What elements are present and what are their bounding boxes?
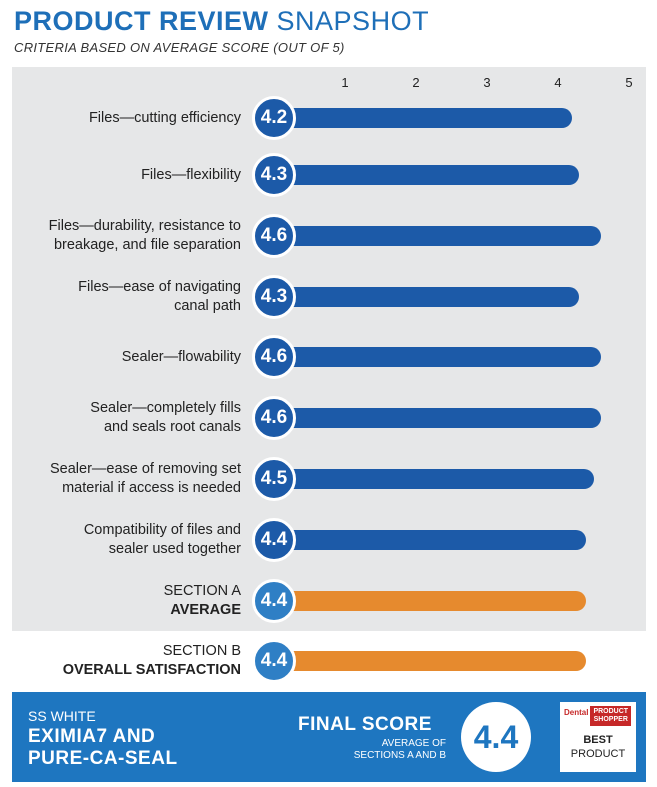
score-value-badge: 4.3 <box>252 153 296 197</box>
logo-best: BEST <box>583 734 613 746</box>
category-label-line: canal path <box>174 298 241 314</box>
category-label: Files—durability, resistance to breakage,… <box>5 217 241 255</box>
category-label-line: Sealer—completely fills <box>90 400 241 416</box>
score-bar <box>274 469 594 489</box>
x-tick-label: 1 <box>341 75 349 90</box>
category-label: Sealer—flowability <box>5 348 241 367</box>
logo-product-shopper: PRODUCT SHOPPER <box>590 706 632 726</box>
category-label-line: Files—cutting efficiency <box>88 109 241 126</box>
score-value-badge: 4.4 <box>252 518 296 562</box>
x-tick-label: 3 <box>483 75 491 90</box>
page-subtitle: CRITERIA BASED ON AVERAGE SCORE (OUT OF … <box>14 40 345 55</box>
score-bar <box>274 408 601 428</box>
best-product-logo: Dental PRODUCT SHOPPER BEST PRODUCT <box>560 702 636 772</box>
logo-product-shopper-line-2: SHOPPER <box>593 716 628 723</box>
score-bar <box>274 651 587 671</box>
score-value-badge: 4.6 <box>252 214 296 258</box>
x-tick-label: 5 <box>625 75 633 90</box>
score-bar <box>274 108 573 128</box>
category-label-line: SECTION B <box>162 643 241 659</box>
category-label: Files—cutting efficiency <box>5 109 241 128</box>
x-tick-label: 2 <box>412 75 420 90</box>
product-name-line-2: PURE-CA-SEAL <box>28 748 178 769</box>
score-bar <box>274 165 580 185</box>
category-label: SECTION B OVERALL SATISFACTION <box>5 642 241 680</box>
title-light: SNAPSHOT <box>276 6 430 36</box>
score-bar <box>274 530 587 550</box>
score-value-badge: 4.6 <box>252 396 296 440</box>
page-title: PRODUCT REVIEW SNAPSHOT <box>14 6 429 37</box>
category-label: Sealer—completely fills and seals root ca… <box>5 399 241 437</box>
product-name-line-1: EXIMIA7 AND <box>28 726 156 747</box>
final-score-value: 4.4 <box>461 702 531 772</box>
score-bar <box>274 226 601 246</box>
category-label-line: Files—durability, resistance to <box>48 218 241 234</box>
score-value-badge: 4.2 <box>252 96 296 140</box>
brand-name: SS WHITE <box>28 708 96 724</box>
category-label-line: sealer used together <box>108 541 241 557</box>
logo-header: Dental PRODUCT SHOPPER <box>564 706 632 726</box>
category-label-line: AVERAGE <box>170 602 241 618</box>
score-value-badge: 4.5 <box>252 457 296 501</box>
category-label-line: and seals root canals <box>103 419 241 435</box>
x-tick-label: 4 <box>554 75 562 90</box>
score-bar <box>274 287 580 307</box>
category-label: Compatibility of files and sealer used to… <box>5 521 241 559</box>
score-value-badge: 4.4 <box>252 639 296 683</box>
category-label-line: Compatibility of files and <box>83 522 241 538</box>
category-label-line: Sealer—flowability <box>121 348 241 365</box>
title-bold: PRODUCT REVIEW <box>14 6 269 36</box>
category-label-line: Files—flexibility <box>141 166 241 183</box>
score-bar <box>274 347 601 367</box>
final-score-sub-line-1: AVERAGE OF <box>381 738 446 749</box>
score-value-badge: 4.6 <box>252 335 296 379</box>
category-label: SECTION A AVERAGE <box>5 582 241 620</box>
category-label-line: material if access is needed <box>62 480 241 496</box>
category-label: Files—flexibility <box>5 166 241 185</box>
logo-product: PRODUCT <box>570 748 626 760</box>
final-score-label: FINAL SCORE <box>298 714 432 735</box>
category-label-line: breakage, and file separation <box>53 237 241 253</box>
final-score-sub-line-2: SECTIONS A AND B <box>353 750 446 761</box>
score-bar <box>274 591 587 611</box>
category-label: Sealer—ease of removing set material if a… <box>5 460 241 498</box>
score-value-badge: 4.3 <box>252 275 296 319</box>
logo-product-shopper-line-1: PRODUCT <box>593 708 629 715</box>
category-label: Files—ease of navigating canal path <box>5 278 241 316</box>
category-label-line: Files—ease of navigating <box>78 279 241 295</box>
score-value-badge: 4.4 <box>252 579 296 623</box>
logo-dental-text: Dental <box>564 708 589 717</box>
product-name: EXIMIA7 AND PURE-CA-SEAL <box>28 726 178 770</box>
final-score-subtitle: AVERAGE OF SECTIONS A AND B <box>312 738 446 762</box>
category-label-line: SECTION A <box>163 583 241 599</box>
category-label-line: OVERALL SATISFACTION <box>62 662 241 678</box>
category-label-line: Sealer—ease of removing set <box>49 461 241 477</box>
final-score-footer: SS WHITE EXIMIA7 AND PURE-CA-SEAL FINAL … <box>12 692 646 782</box>
